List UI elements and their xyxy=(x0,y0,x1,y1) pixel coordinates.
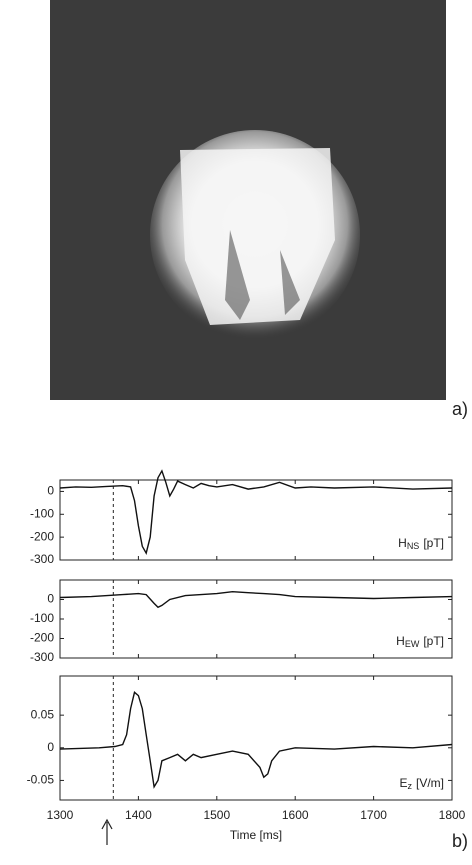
label-unit: [V/m] xyxy=(416,776,444,790)
lightning-flash xyxy=(180,148,335,325)
panel-label: a) xyxy=(452,399,468,419)
y-axis-label: Ez [V/m] xyxy=(399,776,444,791)
plot-frame xyxy=(59,479,453,561)
shadow xyxy=(225,230,250,320)
label-main: H xyxy=(398,536,407,550)
y-tick-label: 0.05 xyxy=(31,707,55,721)
data-line xyxy=(59,469,453,555)
label-sub: z xyxy=(407,781,412,791)
label-sub: EW xyxy=(405,639,420,649)
x-tick-label: 1700 xyxy=(360,808,387,822)
y-tick-label: 0 xyxy=(47,484,54,498)
x-tick-label: 1400 xyxy=(125,808,152,822)
y-tick-label: 0 xyxy=(47,740,54,754)
y-tick-label: -100 xyxy=(30,506,54,520)
y-tick-label: -300 xyxy=(30,552,54,566)
data-line xyxy=(59,691,453,789)
y-tick-label: -100 xyxy=(30,611,54,625)
y-axis-label: HEW [pT] xyxy=(396,634,444,649)
y-tick-label: -300 xyxy=(30,650,54,664)
y-tick-label: 0 xyxy=(47,592,54,606)
plot-frame xyxy=(59,675,453,801)
trigger-arrow xyxy=(101,818,113,845)
x-tick-label: 1500 xyxy=(203,808,230,822)
data-line xyxy=(59,590,453,609)
y-tick-label: -200 xyxy=(30,529,54,543)
photo xyxy=(50,0,446,400)
x-tick-label: 1800 xyxy=(439,808,466,822)
label-sub: NS xyxy=(407,541,420,551)
shadow xyxy=(280,250,300,315)
y-tick-label: -200 xyxy=(30,631,54,645)
y-axis-label: HNS [pT] xyxy=(398,536,444,551)
y-tick-label: -0.05 xyxy=(27,773,55,787)
plot-frame xyxy=(59,579,453,659)
label-unit: [pT] xyxy=(423,536,444,550)
x-axis-label: Time [ms] xyxy=(230,828,282,842)
label-main: H xyxy=(396,634,405,648)
x-tick-label: 1300 xyxy=(47,808,74,822)
x-tick-label: 1600 xyxy=(282,808,309,822)
label-unit: [pT] xyxy=(423,634,444,648)
panel-label: b) xyxy=(452,831,468,851)
label-main: E xyxy=(399,776,407,790)
